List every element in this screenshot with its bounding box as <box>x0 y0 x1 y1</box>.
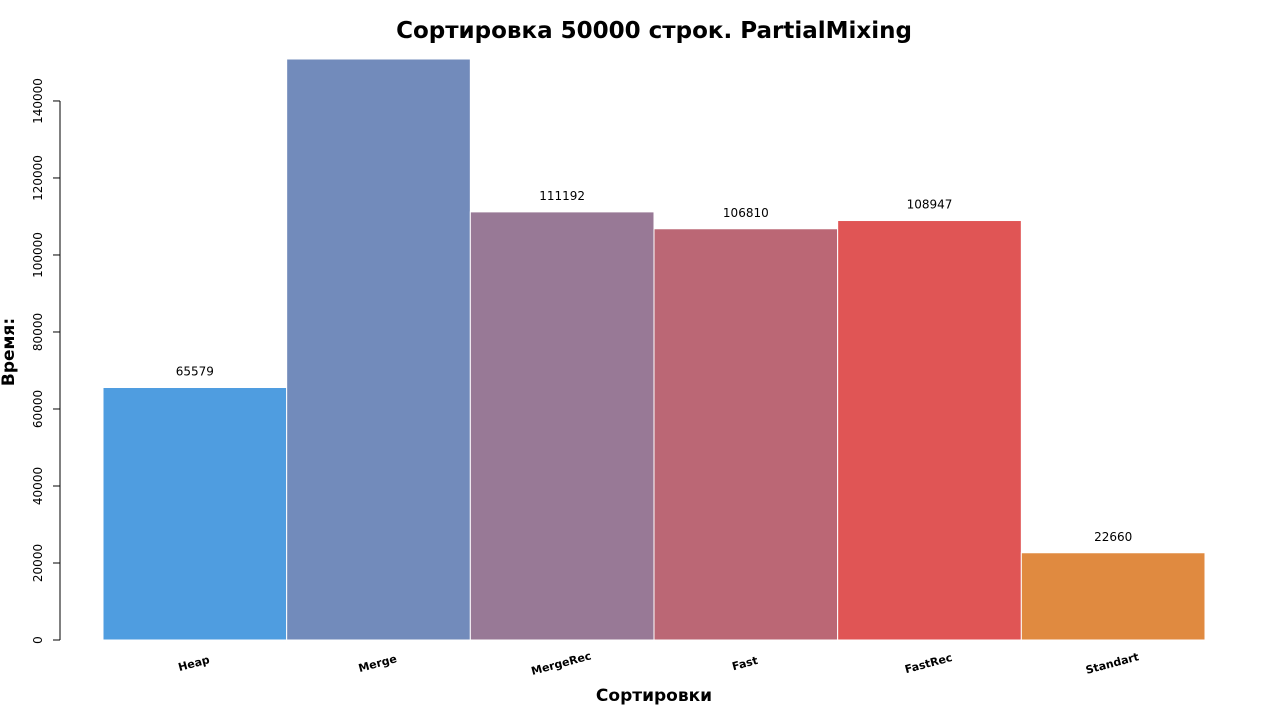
chart-title: Сортировка 50000 строк. PartialMixing <box>396 18 912 44</box>
value-label: 106810 <box>723 206 769 220</box>
x-tick-label: Merge <box>357 652 398 675</box>
y-tick-label: 40000 <box>31 467 45 505</box>
bar <box>102 387 288 641</box>
y-tick-label: 60000 <box>31 390 45 428</box>
bar <box>286 59 471 641</box>
y-tick-label: 120000 <box>31 155 45 201</box>
x-tick-label: FastRec <box>903 651 953 676</box>
value-label: 111192 <box>539 189 585 203</box>
bar <box>837 220 1022 641</box>
x-tick-label: Fast <box>731 654 760 673</box>
value-label: 65579 <box>176 365 214 379</box>
bar <box>469 211 655 641</box>
value-label: 108947 <box>907 198 953 212</box>
x-tick-label: MergeRec <box>530 649 593 678</box>
y-tick-label: 80000 <box>31 313 45 351</box>
x-axis-title: Сортировки <box>596 686 712 706</box>
y-tick-label: 140000 <box>31 78 45 124</box>
plot-area: 65579 150900 111192 106810 108947 22660 <box>102 36 1206 641</box>
y-tick-label: 20000 <box>31 544 45 582</box>
y-tick-label: 100000 <box>31 232 45 278</box>
y-tick-label: 0 <box>31 636 45 644</box>
value-label: 22660 <box>1094 530 1132 544</box>
bar <box>1020 552 1206 641</box>
bar <box>653 228 839 641</box>
x-tick-label: Standart <box>1084 650 1140 677</box>
x-tick-label: Heap <box>177 653 211 674</box>
y-axis-title: Время: <box>0 318 19 386</box>
value-label: 150900 <box>356 36 402 50</box>
